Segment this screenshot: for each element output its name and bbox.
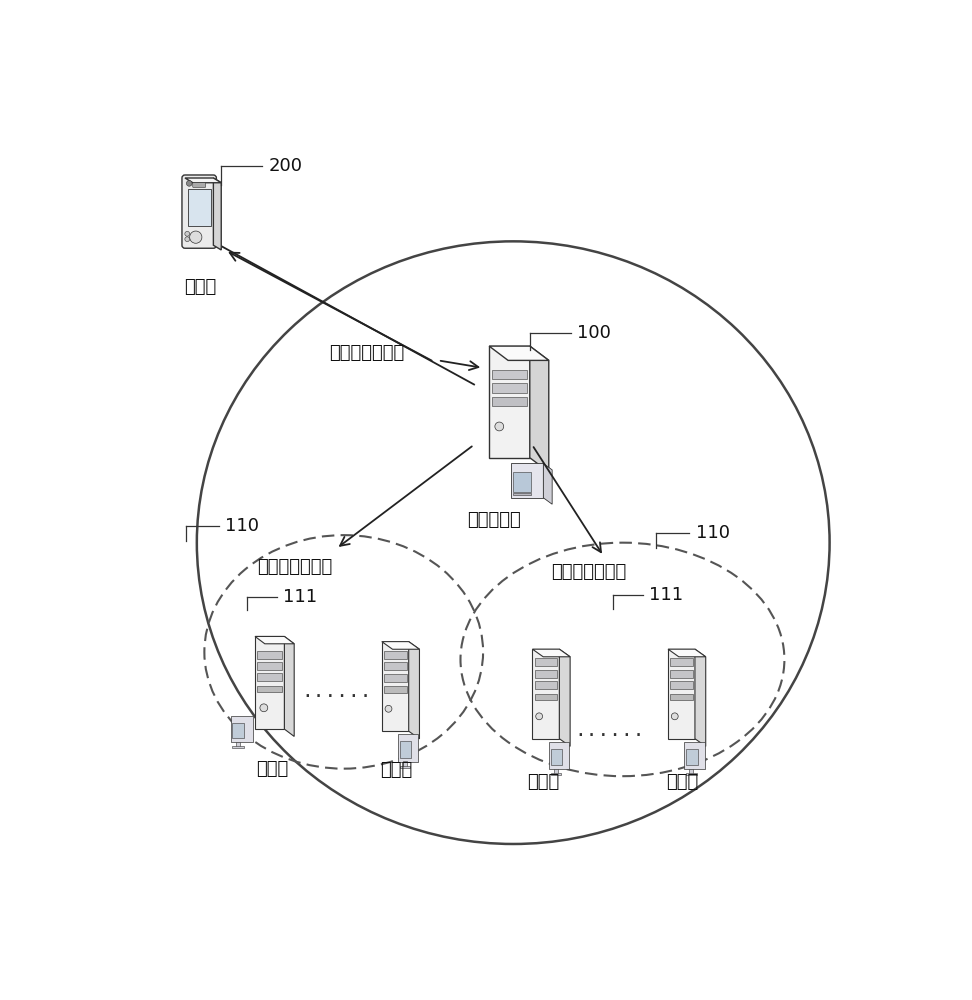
FancyBboxPatch shape: [689, 769, 693, 774]
FancyBboxPatch shape: [384, 686, 406, 693]
Polygon shape: [530, 346, 549, 472]
Polygon shape: [185, 178, 222, 183]
Polygon shape: [695, 649, 706, 746]
Circle shape: [495, 422, 503, 431]
FancyBboxPatch shape: [535, 658, 557, 666]
Text: 110: 110: [696, 524, 730, 542]
FancyBboxPatch shape: [230, 716, 253, 742]
FancyBboxPatch shape: [511, 463, 543, 498]
FancyBboxPatch shape: [670, 658, 693, 666]
FancyBboxPatch shape: [255, 636, 285, 729]
FancyBboxPatch shape: [258, 673, 282, 681]
Polygon shape: [408, 642, 420, 739]
FancyBboxPatch shape: [493, 370, 527, 379]
Polygon shape: [559, 649, 571, 746]
Polygon shape: [285, 636, 295, 736]
Circle shape: [536, 713, 542, 720]
Polygon shape: [543, 463, 552, 504]
FancyBboxPatch shape: [384, 674, 406, 682]
Text: 100: 100: [577, 324, 611, 342]
FancyBboxPatch shape: [670, 694, 693, 700]
FancyBboxPatch shape: [258, 651, 282, 659]
FancyBboxPatch shape: [236, 742, 240, 747]
FancyBboxPatch shape: [400, 741, 411, 758]
FancyBboxPatch shape: [686, 773, 697, 775]
FancyBboxPatch shape: [384, 662, 406, 670]
FancyBboxPatch shape: [398, 734, 419, 762]
Text: 110: 110: [226, 517, 260, 535]
Text: 服务器: 服务器: [667, 773, 699, 791]
Polygon shape: [214, 178, 222, 250]
Text: 111: 111: [284, 588, 318, 606]
FancyBboxPatch shape: [670, 681, 693, 689]
FancyBboxPatch shape: [382, 642, 408, 731]
Circle shape: [385, 705, 392, 712]
FancyBboxPatch shape: [400, 766, 410, 768]
Circle shape: [190, 231, 202, 243]
FancyBboxPatch shape: [403, 761, 407, 767]
Text: 服务器: 服务器: [256, 760, 289, 778]
FancyBboxPatch shape: [551, 749, 562, 765]
FancyBboxPatch shape: [670, 670, 693, 678]
FancyBboxPatch shape: [258, 686, 282, 692]
Text: 调度服务器: 调度服务器: [468, 511, 521, 529]
Circle shape: [260, 704, 267, 712]
FancyBboxPatch shape: [182, 175, 217, 248]
Polygon shape: [489, 346, 549, 360]
FancyBboxPatch shape: [188, 189, 211, 226]
FancyBboxPatch shape: [513, 493, 532, 495]
FancyBboxPatch shape: [533, 649, 559, 739]
Circle shape: [185, 231, 190, 236]
Polygon shape: [533, 649, 571, 657]
FancyBboxPatch shape: [384, 651, 406, 659]
Text: 互联网数据中心: 互联网数据中心: [551, 563, 626, 581]
FancyBboxPatch shape: [535, 681, 557, 689]
FancyBboxPatch shape: [548, 742, 570, 769]
Text: 客户端: 客户端: [185, 278, 217, 296]
FancyBboxPatch shape: [535, 694, 557, 700]
Text: 111: 111: [649, 586, 683, 604]
Circle shape: [187, 181, 192, 186]
FancyBboxPatch shape: [192, 183, 206, 187]
Polygon shape: [668, 649, 706, 657]
Circle shape: [185, 237, 190, 242]
Text: 互联网数据中心: 互联网数据中心: [258, 558, 332, 576]
Polygon shape: [255, 636, 295, 644]
FancyBboxPatch shape: [258, 662, 282, 670]
FancyBboxPatch shape: [668, 649, 695, 739]
Polygon shape: [382, 642, 420, 649]
Circle shape: [672, 713, 678, 720]
Text: 服务器: 服务器: [380, 761, 412, 779]
FancyBboxPatch shape: [232, 723, 244, 738]
FancyBboxPatch shape: [489, 346, 530, 458]
FancyBboxPatch shape: [232, 746, 244, 748]
Ellipse shape: [197, 241, 830, 844]
FancyBboxPatch shape: [513, 472, 532, 492]
FancyBboxPatch shape: [554, 769, 558, 774]
FancyBboxPatch shape: [493, 383, 527, 393]
FancyBboxPatch shape: [684, 742, 705, 769]
Text: ......: ......: [301, 682, 371, 701]
FancyBboxPatch shape: [493, 397, 527, 406]
Text: 200: 200: [268, 157, 302, 175]
FancyBboxPatch shape: [551, 773, 561, 775]
FancyBboxPatch shape: [535, 670, 557, 678]
Text: ......: ......: [574, 721, 644, 740]
FancyBboxPatch shape: [686, 749, 698, 765]
Text: 服务器: 服务器: [527, 773, 560, 791]
Text: 多媒体服务系统: 多媒体服务系统: [329, 344, 404, 362]
